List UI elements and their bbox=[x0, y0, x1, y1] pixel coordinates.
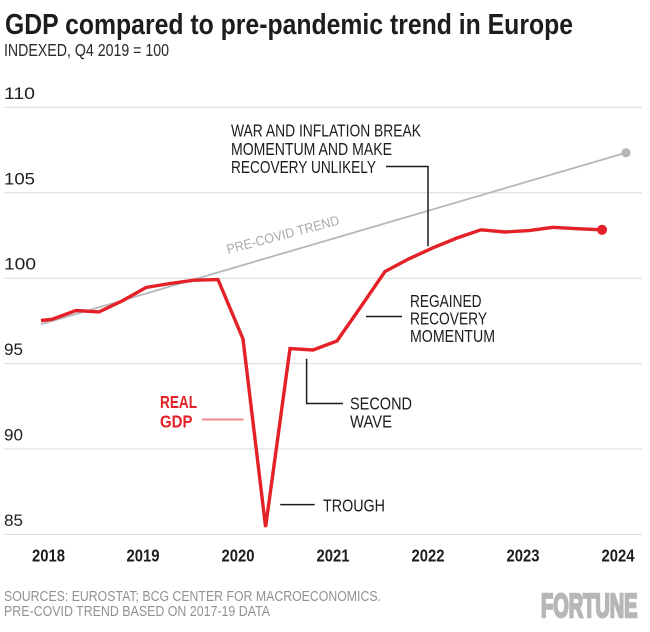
svg-text:WAVE: WAVE bbox=[350, 411, 392, 431]
svg-text:PRE-COVID TREND: PRE-COVID TREND bbox=[225, 213, 341, 257]
svg-text:REAL: REAL bbox=[160, 392, 197, 412]
svg-text:2024: 2024 bbox=[602, 546, 635, 566]
svg-text:GDP compared to pre-pandemic t: GDP compared to pre-pandemic trend in Eu… bbox=[5, 9, 573, 41]
svg-text:MOMENTUM AND MAKE: MOMENTUM AND MAKE bbox=[231, 139, 392, 159]
svg-text:SECOND: SECOND bbox=[350, 394, 412, 414]
svg-text:REGAINED: REGAINED bbox=[410, 291, 482, 311]
svg-text:110: 110 bbox=[4, 85, 35, 103]
svg-text:INDEXED, Q4 2019 = 100: INDEXED, Q4 2019 = 100 bbox=[4, 40, 169, 60]
svg-text:2022: 2022 bbox=[412, 546, 445, 566]
svg-text:SOURCES: EUROSTAT; BCG CENTER: SOURCES: EUROSTAT; BCG CENTER FOR MACROE… bbox=[4, 589, 381, 605]
svg-text:2019: 2019 bbox=[127, 546, 160, 566]
svg-text:PRE-COVID TREND BASED ON 2017-: PRE-COVID TREND BASED ON 2017-19 DATA bbox=[4, 604, 270, 620]
svg-text:FORTUNE: FORTUNE bbox=[541, 587, 638, 624]
svg-text:TROUGH: TROUGH bbox=[323, 496, 385, 516]
svg-text:GDP: GDP bbox=[160, 412, 193, 432]
svg-text:95: 95 bbox=[4, 341, 23, 359]
svg-text:90: 90 bbox=[4, 427, 23, 445]
svg-text:105: 105 bbox=[4, 170, 35, 188]
svg-text:85: 85 bbox=[4, 512, 23, 530]
svg-text:2023: 2023 bbox=[507, 546, 540, 566]
svg-text:MOMENTUM: MOMENTUM bbox=[410, 326, 495, 346]
svg-text:2020: 2020 bbox=[222, 546, 255, 566]
svg-text:RECOVERY: RECOVERY bbox=[410, 309, 487, 329]
svg-text:2018: 2018 bbox=[32, 546, 65, 566]
svg-text:RECOVERY UNLIKELY: RECOVERY UNLIKELY bbox=[231, 157, 376, 177]
svg-text:WAR AND INFLATION BREAK: WAR AND INFLATION BREAK bbox=[231, 120, 421, 140]
svg-text:2021: 2021 bbox=[317, 546, 350, 566]
svg-text:100: 100 bbox=[4, 256, 36, 274]
